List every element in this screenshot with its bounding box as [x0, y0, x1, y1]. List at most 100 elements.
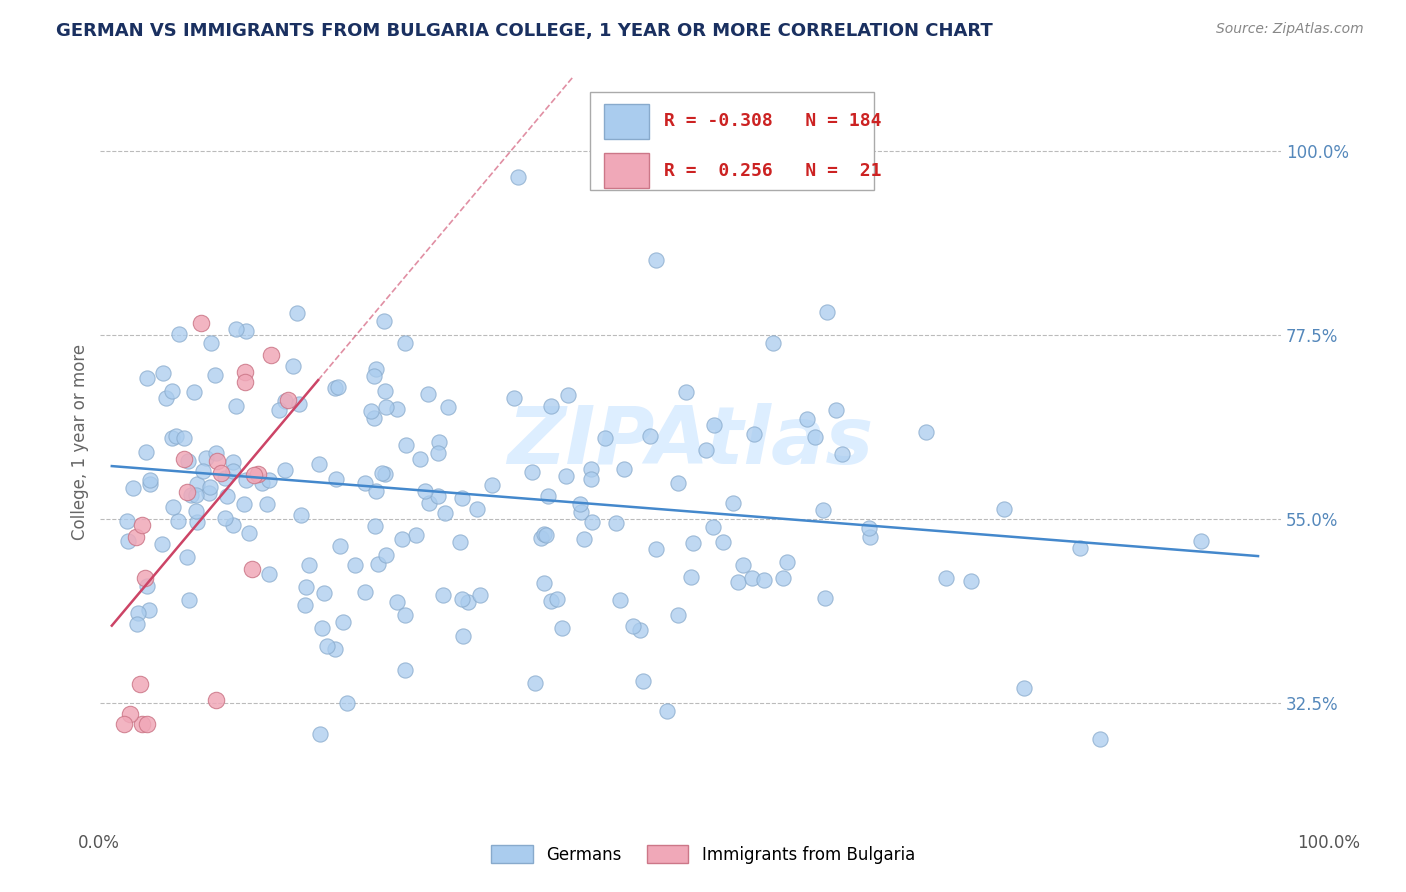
Point	[162, 384, 184, 398]
Point	[468, 588, 491, 602]
Point	[273, 394, 295, 409]
Point	[533, 575, 555, 590]
Point	[772, 571, 794, 585]
Point	[655, 704, 678, 718]
Point	[131, 716, 153, 731]
Point	[540, 594, 562, 608]
Point	[391, 532, 413, 546]
Point	[429, 434, 451, 449]
Point	[176, 550, 198, 565]
Point	[628, 623, 651, 637]
Point	[1088, 731, 1111, 746]
Point	[450, 491, 472, 506]
Point	[374, 384, 396, 398]
Point	[125, 530, 148, 544]
Point	[506, 169, 529, 184]
Point	[329, 539, 352, 553]
Point	[177, 592, 200, 607]
Point	[374, 549, 396, 563]
Point	[225, 399, 247, 413]
Point	[914, 425, 936, 439]
Point	[257, 566, 280, 581]
Point	[222, 518, 245, 533]
Text: 100.0%: 100.0%	[1298, 834, 1360, 852]
Point	[550, 621, 572, 635]
Point	[363, 368, 385, 383]
Point	[811, 503, 834, 517]
Point	[520, 465, 543, 479]
Point	[173, 452, 195, 467]
Point	[859, 530, 882, 544]
Point	[959, 574, 981, 588]
Point	[721, 496, 744, 510]
Point	[364, 518, 387, 533]
Point	[675, 385, 697, 400]
Point	[311, 622, 333, 636]
Point	[776, 554, 799, 568]
Point	[150, 537, 173, 551]
Point	[408, 452, 430, 467]
Point	[557, 387, 579, 401]
Point	[134, 570, 156, 584]
Point	[465, 502, 488, 516]
Point	[114, 716, 136, 731]
Point	[198, 485, 221, 500]
Point	[186, 515, 208, 529]
Point	[451, 628, 474, 642]
Point	[741, 571, 763, 585]
Point	[257, 473, 280, 487]
Point	[200, 480, 222, 494]
FancyBboxPatch shape	[591, 92, 873, 190]
Point	[290, 508, 312, 523]
Point	[804, 430, 827, 444]
Point	[205, 446, 228, 460]
Point	[645, 252, 668, 267]
Point	[731, 558, 754, 573]
Point	[136, 578, 159, 592]
Point	[186, 476, 208, 491]
Point	[135, 371, 157, 385]
Point	[336, 696, 359, 710]
Point	[536, 489, 558, 503]
Point	[115, 514, 138, 528]
Point	[214, 511, 236, 525]
Point	[815, 305, 838, 319]
Point	[394, 663, 416, 677]
Point	[332, 615, 354, 629]
Point	[186, 488, 208, 502]
Point	[427, 446, 450, 460]
Point	[325, 472, 347, 486]
Point	[344, 558, 367, 572]
Point	[609, 592, 631, 607]
Point	[572, 532, 595, 546]
Point	[259, 349, 281, 363]
Point	[233, 366, 256, 380]
Point	[796, 412, 818, 426]
Point	[136, 716, 159, 731]
Point	[177, 453, 200, 467]
Point	[139, 477, 162, 491]
Point	[225, 322, 247, 336]
Point	[457, 595, 479, 609]
Point	[814, 591, 837, 606]
Point	[129, 677, 152, 691]
Point	[267, 402, 290, 417]
Point	[831, 447, 853, 461]
Point	[394, 608, 416, 623]
Point	[546, 592, 568, 607]
Point	[316, 639, 339, 653]
Bar	[605, 153, 650, 188]
Point	[727, 574, 749, 589]
Point	[387, 402, 409, 417]
Point	[190, 316, 212, 330]
Point	[205, 454, 228, 468]
Point	[308, 457, 330, 471]
Point	[125, 616, 148, 631]
Point	[432, 588, 454, 602]
Point	[374, 467, 396, 481]
Point	[308, 727, 330, 741]
Point	[131, 518, 153, 533]
Point	[204, 368, 226, 382]
Point	[762, 336, 785, 351]
Point	[256, 497, 278, 511]
